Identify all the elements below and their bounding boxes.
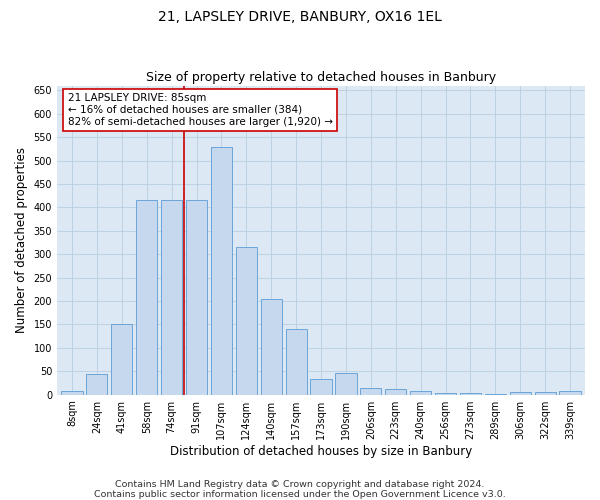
Bar xyxy=(335,372,356,394)
Text: Contains public sector information licensed under the Open Government Licence v3: Contains public sector information licen… xyxy=(94,490,506,499)
Bar xyxy=(86,374,107,394)
Title: Size of property relative to detached houses in Banbury: Size of property relative to detached ho… xyxy=(146,72,496,85)
Bar xyxy=(136,200,157,394)
X-axis label: Distribution of detached houses by size in Banbury: Distribution of detached houses by size … xyxy=(170,444,472,458)
Bar xyxy=(385,388,406,394)
Text: 21, LAPSLEY DRIVE, BANBURY, OX16 1EL: 21, LAPSLEY DRIVE, BANBURY, OX16 1EL xyxy=(158,10,442,24)
Bar xyxy=(186,200,207,394)
Bar xyxy=(236,247,257,394)
Bar xyxy=(360,388,382,394)
Bar xyxy=(435,393,456,394)
Bar xyxy=(535,392,556,394)
Bar xyxy=(61,392,83,394)
Bar xyxy=(310,380,332,394)
Bar xyxy=(410,391,431,394)
Bar xyxy=(509,392,531,394)
Bar xyxy=(286,329,307,394)
Bar xyxy=(111,324,133,394)
Bar xyxy=(260,298,282,394)
Text: 21 LAPSLEY DRIVE: 85sqm
← 16% of detached houses are smaller (384)
82% of semi-d: 21 LAPSLEY DRIVE: 85sqm ← 16% of detache… xyxy=(68,94,332,126)
Bar xyxy=(211,146,232,394)
Bar xyxy=(559,392,581,394)
Y-axis label: Number of detached properties: Number of detached properties xyxy=(15,147,28,333)
Text: Contains HM Land Registry data © Crown copyright and database right 2024.: Contains HM Land Registry data © Crown c… xyxy=(115,480,485,489)
Bar xyxy=(460,393,481,394)
Bar xyxy=(161,200,182,394)
